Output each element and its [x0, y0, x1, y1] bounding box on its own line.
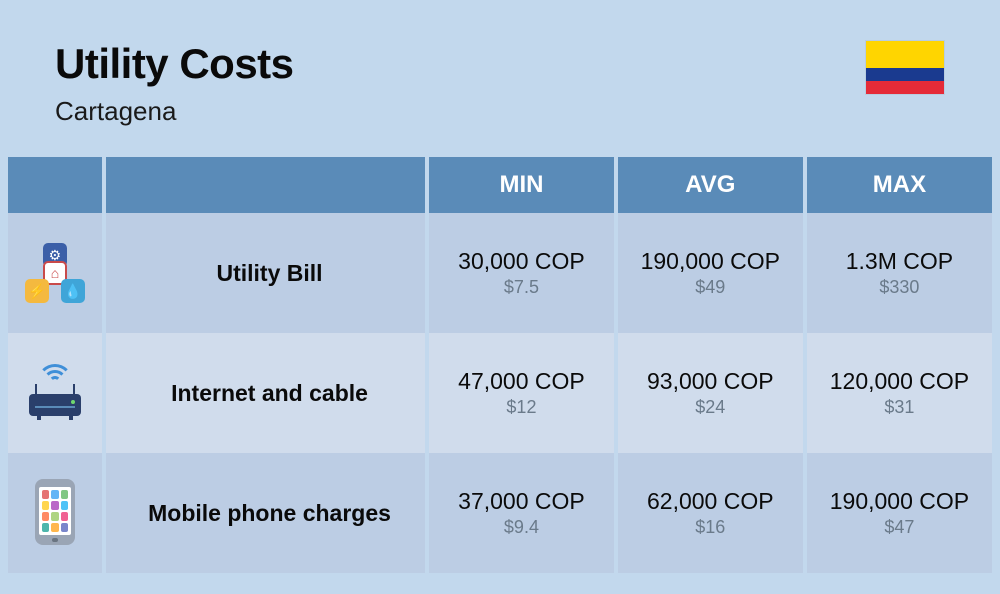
cell-avg: 93,000 COP $24 [618, 333, 803, 453]
max-main: 1.3M COP [807, 248, 992, 275]
table-row: ⚙ ⌂ ⚡ 💧 Utility Bill 30,000 COP $7.5 190… [8, 213, 992, 333]
max-sub: $31 [807, 397, 992, 418]
row-label: Utility Bill [106, 213, 425, 333]
max-sub: $47 [807, 517, 992, 538]
cell-max: 120,000 COP $31 [807, 333, 992, 453]
min-sub: $7.5 [429, 277, 614, 298]
table-row: Internet and cable 47,000 COP $12 93,000… [8, 333, 992, 453]
utility-bill-icon: ⚙ ⌂ ⚡ 💧 [20, 238, 90, 308]
avg-sub: $24 [618, 397, 803, 418]
col-icon [8, 157, 102, 213]
router-icon [20, 358, 90, 428]
table-row: Mobile phone charges 37,000 COP $9.4 62,… [8, 453, 992, 573]
max-sub: $330 [807, 277, 992, 298]
col-min: MIN [429, 157, 614, 213]
min-main: 47,000 COP [429, 368, 614, 395]
col-avg: AVG [618, 157, 803, 213]
cell-avg: 190,000 COP $49 [618, 213, 803, 333]
title-block: Utility Costs Cartagena [55, 40, 294, 127]
row-label: Internet and cable [106, 333, 425, 453]
avg-main: 62,000 COP [618, 488, 803, 515]
col-label [106, 157, 425, 213]
table-header-row: MIN AVG MAX [8, 157, 992, 213]
row-icon-cell: ⚙ ⌂ ⚡ 💧 [8, 213, 102, 333]
flag-stripe-yellow [866, 41, 944, 68]
header: Utility Costs Cartagena [0, 0, 1000, 157]
min-main: 37,000 COP [429, 488, 614, 515]
cell-min: 30,000 COP $7.5 [429, 213, 614, 333]
row-label: Mobile phone charges [106, 453, 425, 573]
page-title: Utility Costs [55, 40, 294, 88]
row-icon-cell [8, 453, 102, 573]
cell-max: 190,000 COP $47 [807, 453, 992, 573]
min-main: 30,000 COP [429, 248, 614, 275]
phone-icon [20, 477, 90, 547]
avg-sub: $16 [618, 517, 803, 538]
row-icon-cell [8, 333, 102, 453]
avg-main: 93,000 COP [618, 368, 803, 395]
max-main: 120,000 COP [807, 368, 992, 395]
colombia-flag-icon [865, 40, 945, 95]
cell-max: 1.3M COP $330 [807, 213, 992, 333]
flag-stripe-blue [866, 68, 944, 81]
page-subtitle: Cartagena [55, 96, 294, 127]
flag-stripe-red [866, 81, 944, 94]
cell-avg: 62,000 COP $16 [618, 453, 803, 573]
costs-table: MIN AVG MAX ⚙ ⌂ ⚡ 💧 Utility Bill 30,000 … [0, 157, 1000, 573]
min-sub: $12 [429, 397, 614, 418]
avg-sub: $49 [618, 277, 803, 298]
min-sub: $9.4 [429, 517, 614, 538]
col-max: MAX [807, 157, 992, 213]
cell-min: 37,000 COP $9.4 [429, 453, 614, 573]
max-main: 190,000 COP [807, 488, 992, 515]
avg-main: 190,000 COP [618, 248, 803, 275]
cell-min: 47,000 COP $12 [429, 333, 614, 453]
